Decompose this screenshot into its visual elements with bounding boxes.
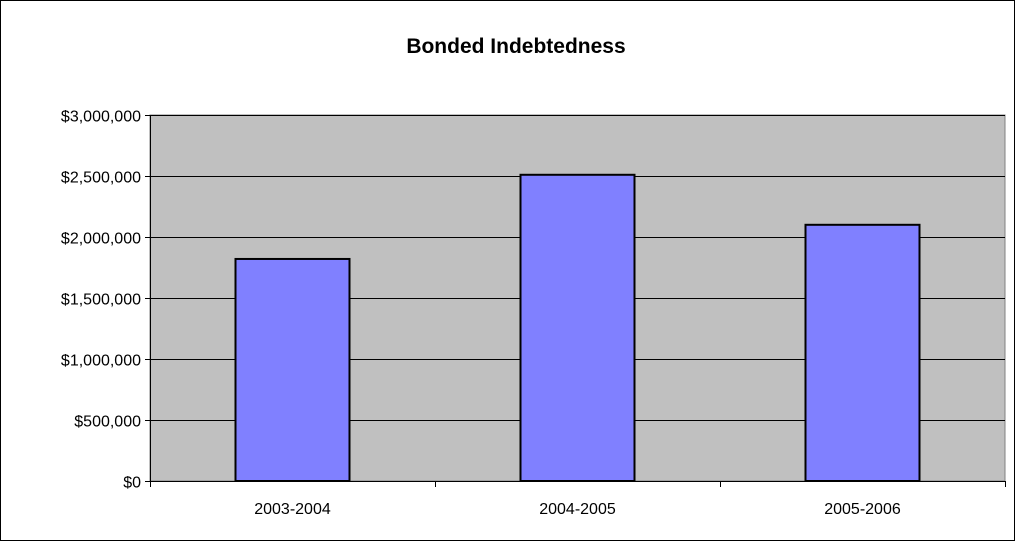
x-tick-label: 2005-2006 (824, 501, 901, 518)
bar-2005-2006 (804, 223, 921, 483)
x-tick-label: 2003-2004 (254, 501, 331, 518)
y-tick-label: $2,500,000 (61, 170, 141, 187)
y-tick-label: $1,500,000 (61, 292, 141, 309)
y-tick-label: $2,000,000 (61, 231, 141, 248)
x-tick-label: 2004-2005 (539, 501, 616, 518)
y-tick-label: $3,000,000 (61, 109, 141, 126)
y-tick-label: $0 (123, 475, 141, 492)
chart-title: Bonded Indebtedness (406, 35, 625, 58)
bar-2004-2005 (519, 173, 636, 482)
y-tick-label: $1,000,000 (61, 353, 141, 370)
plot-area-group: $0 $500,000 $1,000,000 $1,500,000 $2,000,000… (61, 109, 1006, 518)
bar-2003-2004 (234, 257, 351, 482)
y-tick-label: $500,000 (74, 414, 141, 431)
